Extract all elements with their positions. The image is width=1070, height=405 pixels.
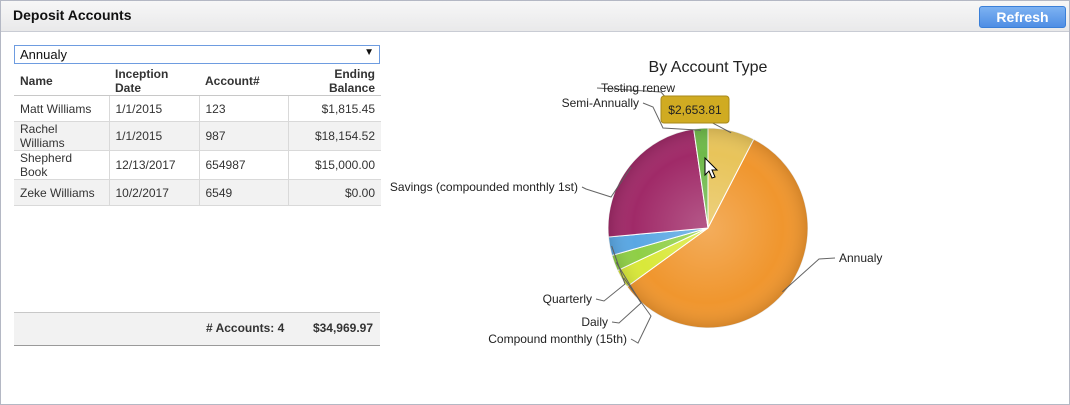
column-header-ending-balance[interactable]: Ending Balance — [288, 67, 381, 96]
cell-inception-date: 1/1/2015 — [109, 121, 200, 151]
cell-inception-date: 1/1/2015 — [109, 95, 200, 122]
mouse-cursor-icon — [704, 156, 719, 179]
cell-inception-date: 12/13/2017 — [109, 150, 200, 180]
chart-title: By Account Type — [649, 59, 768, 76]
cell-account: 654987 — [199, 150, 289, 180]
column-header-name[interactable]: Name — [14, 67, 109, 96]
cell-account: 6549 — [199, 179, 289, 206]
column-header-inception-date[interactable]: Inception Date — [109, 67, 199, 96]
accounts-count: # Accounts: 4 — [206, 321, 285, 335]
cell-ending-balance: $0.00 — [288, 179, 381, 206]
pie-label: Semi-Annually — [562, 96, 639, 110]
tooltip-value: $2,653.81 — [668, 103, 722, 117]
cell-name: Zeke Williams — [14, 179, 110, 206]
cell-inception-date: 10/2/2017 — [109, 179, 200, 206]
refresh-button[interactable]: Refresh — [979, 6, 1066, 28]
panel-header: Deposit Accounts Refresh — [1, 1, 1069, 32]
tooltip-box — [660, 95, 730, 124]
accounts-total: $34,969.97 — [312, 321, 373, 335]
pie-label: Annualy — [839, 251, 882, 265]
table-footer: # Accounts: 4 $34,969.97 — [14, 312, 380, 346]
cell-ending-balance: $18,154.52 — [288, 121, 381, 151]
cell-name: Rachel Williams — [14, 121, 110, 151]
accounts-table: Name Inception Date Account# Ending Bala… — [14, 67, 381, 206]
pie-slice-savings-compounded-monthly-1st[interactable] — [607, 128, 709, 238]
cell-name: Matt Williams — [14, 95, 110, 122]
pie-label: Quarterly — [543, 292, 592, 306]
pie-label: Testing renew — [601, 81, 675, 95]
dropdown-arrow-icon: ▼ — [364, 47, 374, 58]
table-row[interactable]: Matt Williams 1/1/2015 123 $1,815.45 — [14, 95, 381, 122]
table-row[interactable]: Zeke Williams 10/2/2017 6549 $0.00 — [14, 179, 381, 206]
pie-label: Daily — [581, 315, 608, 329]
period-select-value: Annualy — [20, 47, 67, 62]
cell-account: 123 — [199, 95, 289, 122]
cell-account: 987 — [199, 121, 289, 151]
cell-ending-balance: $1,815.45 — [288, 95, 381, 122]
table-header-row: Name Inception Date Account# Ending Bala… — [14, 67, 381, 96]
tooltip: $2,653.81 — [660, 95, 730, 124]
pie-label: Savings (compounded monthly 1st) — [390, 180, 578, 194]
period-select[interactable]: Annualy ▼ — [14, 45, 380, 64]
column-header-account[interactable]: Account# — [199, 67, 288, 96]
cell-name: Shepherd Book — [14, 150, 110, 180]
table-row[interactable]: Shepherd Book 12/13/2017 654987 $15,000.… — [14, 150, 381, 180]
pie-label: Compound monthly (15th) — [488, 332, 627, 346]
panel-title: Deposit Accounts — [13, 7, 132, 23]
cell-ending-balance: $15,000.00 — [288, 150, 381, 180]
table-row[interactable]: Rachel Williams 1/1/2015 987 $18,154.52 — [14, 121, 381, 151]
